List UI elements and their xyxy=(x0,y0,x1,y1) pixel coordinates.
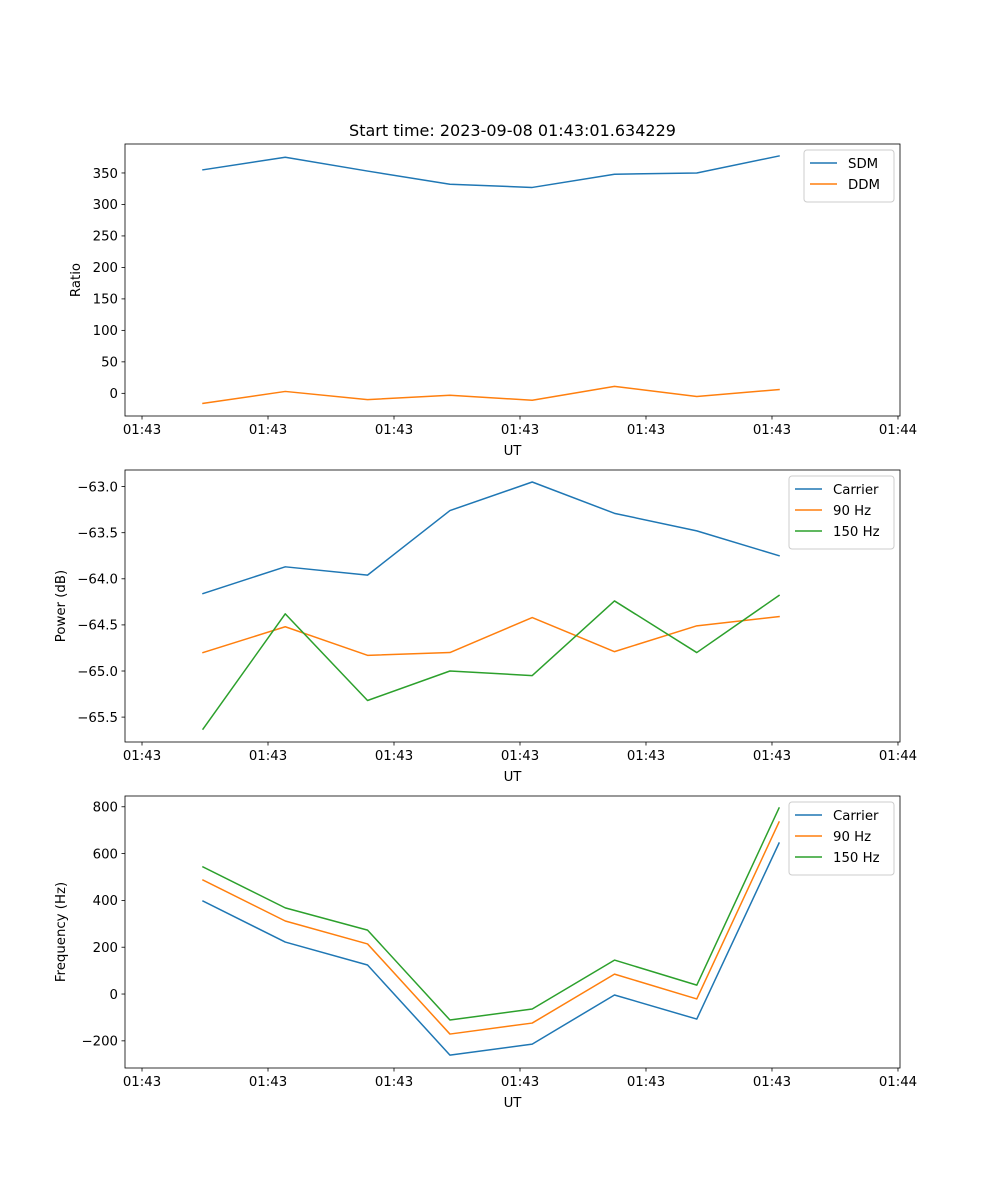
y-tick-label: 0 xyxy=(110,988,118,1003)
series-line-ddm xyxy=(202,385,780,405)
legend: Carrier 90 Hz 150 Hz xyxy=(788,475,895,550)
panel-1: 01:43 01:43 01:43 01:43 01:43 01:43 01:44 0 50 10… xyxy=(69,143,917,459)
legend-label: Carrier xyxy=(833,483,879,498)
y-tick-label: −65.5 xyxy=(77,711,118,726)
y-tick-label: 300 xyxy=(93,198,118,213)
x-tick-label: 01:43 xyxy=(501,749,539,764)
legend-label: 90 Hz xyxy=(833,830,871,845)
x-tick-label: 01:43 xyxy=(501,1075,539,1090)
x-tick-label: 01:43 xyxy=(753,1075,791,1090)
y-tick-label: 150 xyxy=(93,293,118,308)
series-line-sdm xyxy=(202,155,780,189)
x-tick-label: 01:43 xyxy=(249,749,287,764)
y-tick-label: −64.0 xyxy=(77,573,118,588)
x-tick-label: 01:43 xyxy=(375,423,413,438)
y-tick-label: −63.5 xyxy=(77,526,118,541)
x-tick-label: 01:43 xyxy=(123,1075,161,1090)
y-tick-label: −64.5 xyxy=(77,619,118,634)
panel-3: 01:43 01:43 01:43 01:43 01:43 01:43 01:44 −200 0… xyxy=(54,795,917,1111)
y-tick-label: 400 xyxy=(93,894,118,909)
x-tick-label: 01:43 xyxy=(501,423,539,438)
legend: Carrier 90 Hz 150 Hz xyxy=(788,801,895,876)
x-tick-label: 01:43 xyxy=(627,1075,665,1090)
y-tick-label: 600 xyxy=(93,847,118,862)
panel-2: 01:43 01:43 01:43 01:43 01:43 01:43 01:44 −65.5… xyxy=(54,469,917,785)
y-tick-label: 0 xyxy=(110,387,118,402)
x-axis-label: UT xyxy=(504,1096,523,1111)
series-line-150-hz xyxy=(201,806,781,1021)
legend-label: 150 Hz xyxy=(833,851,880,866)
y-tick-label: 250 xyxy=(93,230,118,245)
series-line-150-hz xyxy=(201,594,781,731)
y-tick-label: −63.0 xyxy=(77,480,118,495)
y-axis-label: Power (dB) xyxy=(54,570,69,642)
x-tick-label: 01:43 xyxy=(375,749,413,764)
y-tick-label: 800 xyxy=(93,801,118,816)
x-axis-label: UT xyxy=(504,444,523,459)
y-tick-label: 200 xyxy=(93,941,118,956)
legend-label: Carrier xyxy=(833,809,879,824)
axes-frame xyxy=(124,469,901,743)
series-line-carrier xyxy=(202,481,780,595)
series-line-90-hz xyxy=(201,820,781,1035)
y-tick-label: 100 xyxy=(93,324,118,339)
axes-frame xyxy=(124,143,901,417)
x-axis-label: UT xyxy=(504,770,523,785)
x-tick-label: 01:43 xyxy=(249,423,287,438)
legend-label: 90 Hz xyxy=(833,504,871,519)
legend-label: SDM xyxy=(848,157,878,172)
x-tick-label: 01:43 xyxy=(123,423,161,438)
x-tick-label: 01:43 xyxy=(375,1075,413,1090)
y-tick-label: 200 xyxy=(93,261,118,276)
x-tick-label: 01:44 xyxy=(879,1075,917,1090)
x-tick-label: 01:43 xyxy=(627,749,665,764)
series-line-carrier xyxy=(201,842,781,1056)
y-tick-label: 350 xyxy=(93,167,118,182)
y-tick-label: −65.0 xyxy=(77,665,118,680)
x-tick-label: 01:43 xyxy=(627,423,665,438)
x-tick-label: 01:44 xyxy=(879,749,917,764)
x-tick-label: 01:43 xyxy=(249,1075,287,1090)
axes-frame xyxy=(124,795,901,1069)
x-tick-label: 01:43 xyxy=(753,423,791,438)
series-line-90-hz xyxy=(202,615,780,657)
x-tick-label: 01:44 xyxy=(879,423,917,438)
y-axis-label: Ratio xyxy=(69,263,84,297)
y-axis-label: Frequency (Hz) xyxy=(54,882,69,982)
legend-label: DDM xyxy=(848,178,880,193)
x-tick-label: 01:43 xyxy=(753,749,791,764)
legend: SDM DDM xyxy=(803,149,895,203)
chart-title: Start time: 2023-09-08 01:43:01.634229 xyxy=(349,121,676,140)
legend-label: 150 Hz xyxy=(833,525,880,540)
y-tick-label: −200 xyxy=(81,1035,118,1050)
y-tick-label: 50 xyxy=(101,356,118,371)
x-tick-label: 01:43 xyxy=(123,749,161,764)
